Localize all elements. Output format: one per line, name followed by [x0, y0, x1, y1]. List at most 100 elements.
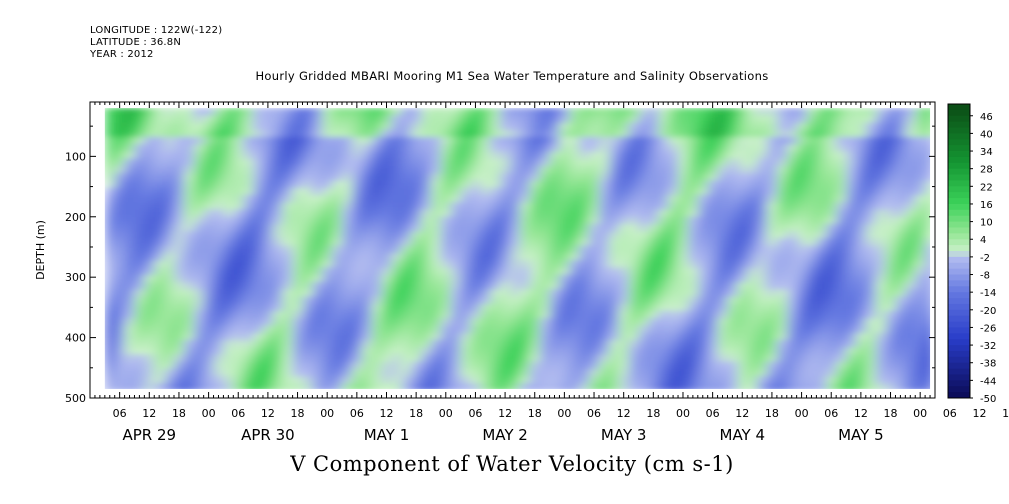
colorbar: 46 40 34 28 22 16 10 4 -2 -8 -14 -20 -26 -32 -38 -44 -50 — [947, 103, 996, 405]
colorbar-swatch — [948, 198, 970, 205]
colorbar-label: -38 — [980, 359, 996, 370]
colorbar-swatch — [948, 109, 970, 117]
y-tick-label: 500 — [65, 392, 86, 405]
x-hour-label: 00 — [557, 407, 571, 420]
y-tick-label: 400 — [65, 332, 86, 345]
x-hour-label: 12 — [498, 407, 512, 420]
x-hour-label: 00 — [439, 407, 453, 420]
colorbar-swatch — [948, 145, 970, 152]
colorbar-swatch — [948, 115, 970, 123]
colorbar-swatch — [948, 280, 970, 287]
x-hour-label: 00 — [202, 407, 216, 420]
x-hour-label: 18 — [646, 407, 660, 420]
colorbar-swatch — [948, 251, 970, 258]
x-hour-label: 06 — [350, 407, 364, 420]
no-data-bottom — [90, 388, 935, 398]
y-axis-label: DEPTH (m) — [34, 220, 47, 280]
x-date-label: MAY 4 — [720, 426, 766, 444]
y-tick-labels: 100 200 300 400 500 — [65, 150, 86, 405]
colorbar-swatch — [948, 139, 970, 146]
colorbar-label: 28 — [980, 165, 993, 176]
heatmap-cells — [104, 108, 935, 392]
y-tick-label: 300 — [65, 271, 86, 284]
colorbar-label: -26 — [980, 323, 996, 334]
x-hour-label: 18 — [765, 407, 779, 420]
colorbar-swatch — [948, 286, 970, 293]
x-hour-label: 00 — [320, 407, 334, 420]
colorbar-label: 34 — [980, 147, 993, 158]
colorbar-swatch — [948, 392, 970, 399]
heatmap-field — [104, 108, 935, 392]
colorbar-swatch — [948, 309, 970, 317]
colorbar-swatch — [948, 256, 970, 264]
no-data-top — [90, 102, 935, 109]
no-data-right — [930, 102, 935, 398]
x-hour-label: 12 — [379, 407, 393, 420]
colorbar-swatch — [948, 121, 970, 128]
colorbar-swatch — [948, 221, 970, 228]
x-hour-label: 06 — [824, 407, 838, 420]
colorbar-swatch — [948, 104, 970, 111]
colorbar-swatch — [948, 162, 970, 170]
colorbar-swatch — [948, 315, 970, 322]
colorbar-swatch — [948, 345, 970, 352]
colorbar-label: 40 — [980, 129, 993, 140]
colorbar-swatch — [948, 268, 970, 275]
x-hour-label: 18 — [409, 407, 423, 420]
colorbar-swatch — [948, 180, 970, 187]
colorbar-label: 22 — [980, 182, 993, 193]
x-hour-label: 12 — [972, 407, 986, 420]
colorbar-swatch — [948, 321, 970, 328]
colorbar-swatch — [948, 339, 970, 346]
x-date-label: MAY 2 — [482, 426, 528, 444]
year-label: YEAR : 2012 — [90, 49, 154, 60]
x-hour-label: 00 — [676, 407, 690, 420]
colorbar-swatch — [948, 156, 970, 164]
x-hour-label: 18 — [528, 407, 542, 420]
colorbar-label: -14 — [980, 288, 996, 299]
colorbar-swatch — [948, 292, 970, 299]
colorbar-swatch — [948, 303, 970, 311]
variable-title: V Component of Water Velocity (cm s-1) — [290, 452, 734, 476]
x-hour-label: 18 — [884, 407, 898, 420]
x-hour-label: 06 — [468, 407, 482, 420]
no-data-left — [90, 102, 105, 398]
colorbar-label: -50 — [980, 394, 996, 405]
colorbar-swatch — [948, 362, 970, 369]
colorbar-swatch — [948, 209, 970, 217]
colorbar-swatch — [948, 374, 970, 381]
colorbar-swatch — [948, 274, 970, 281]
x-hour-label: 12 — [735, 407, 749, 420]
x-hour-label: 06 — [587, 407, 601, 420]
y-tick-label: 100 — [65, 150, 86, 163]
x-date-label: APR 29 — [123, 426, 177, 444]
x-hour-label: 12 — [142, 407, 156, 420]
latitude-label: LATITUDE : 36.8N — [90, 37, 182, 48]
colorbar-swatch — [948, 168, 970, 175]
x-hour-label: 18 — [291, 407, 305, 420]
colorbar-swatch — [948, 174, 970, 181]
colorbar-label: 16 — [980, 200, 993, 211]
colorbar-label: 10 — [980, 218, 993, 229]
x-hour-label: 12 — [261, 407, 275, 420]
x-hour-label: 18 — [172, 407, 186, 420]
colorbar-border — [947, 103, 971, 399]
colorbar-label: 4 — [980, 235, 986, 246]
colorbar-swatch — [948, 127, 970, 134]
colorbar-swatch — [948, 386, 970, 393]
x-date-label: APR 30 — [241, 426, 295, 444]
x-hour-label: 18 — [1002, 407, 1009, 420]
colorbar-swatch — [948, 350, 970, 358]
x-date-label: MAY 3 — [601, 426, 647, 444]
colorbar-swatch — [948, 186, 970, 193]
colorbar-swatch — [948, 203, 970, 211]
no-data-mask — [90, 102, 935, 398]
x-hour-label: 12 — [854, 407, 868, 420]
x-hour-label: 06 — [943, 407, 957, 420]
colorbar-label: -8 — [980, 271, 990, 282]
colorbar-swatch — [948, 239, 970, 246]
colorbar-swatch — [948, 215, 970, 222]
colorbar-swatch — [948, 133, 970, 140]
x-hour-label: 12 — [617, 407, 631, 420]
